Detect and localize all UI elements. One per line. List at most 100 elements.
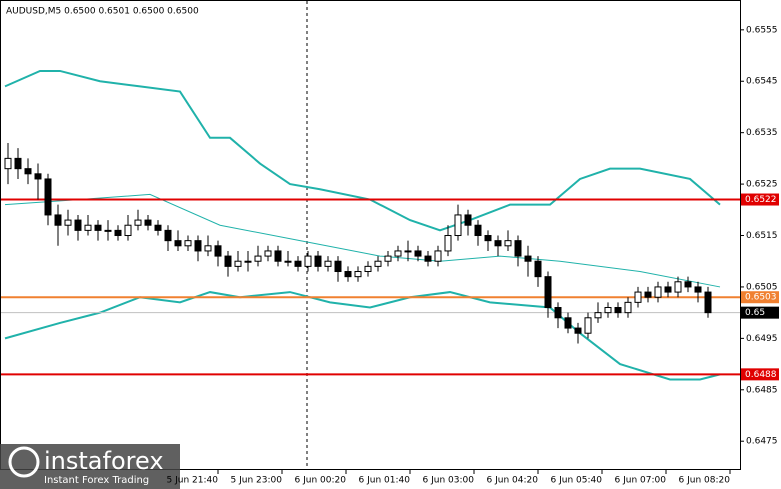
candle-body <box>304 255 312 267</box>
bollinger-band <box>4 193 721 288</box>
candle-body <box>174 240 182 247</box>
candle-body <box>14 157 22 170</box>
candle-body <box>654 286 662 298</box>
y-tick-label: 0.6515 <box>746 231 778 241</box>
candle-body <box>684 281 692 288</box>
candle-body <box>264 250 272 257</box>
candle-body <box>424 255 432 262</box>
x-tick-label: 6 Jun 05:40 <box>551 476 603 486</box>
candle-body <box>344 271 352 278</box>
price-level-tag <box>741 291 779 304</box>
y-tick-label: 0.6475 <box>746 437 778 447</box>
candle-body <box>84 224 92 231</box>
candle-body <box>44 178 52 216</box>
candle-body <box>384 255 392 262</box>
y-tick-label: 0.6525 <box>746 180 778 190</box>
x-tick-label: 6 Jun 07:00 <box>615 476 667 486</box>
candle-body <box>624 301 632 314</box>
candle-body <box>554 307 562 319</box>
candle-body <box>694 286 702 293</box>
candle-body <box>204 245 212 252</box>
candle-body <box>104 229 112 232</box>
candle-body <box>354 271 362 278</box>
candle-body <box>234 260 242 267</box>
price-level-label: 0.6503 <box>745 293 777 303</box>
candle-body <box>614 307 622 314</box>
y-tick-label: 0.6495 <box>746 334 778 344</box>
price-level-label: 0.6488 <box>745 370 777 380</box>
y-tick-label: 0.6485 <box>746 385 778 395</box>
candle-body <box>584 317 592 334</box>
watermark-bg <box>0 444 180 489</box>
candle-body <box>194 240 202 252</box>
candle-body <box>274 250 282 262</box>
candle-body <box>414 250 422 257</box>
candle-body <box>254 255 262 262</box>
candle-body <box>154 224 162 231</box>
candle-body <box>444 235 452 252</box>
candle-body <box>34 173 42 180</box>
candle-body <box>214 245 222 257</box>
watermark-subtitle: Instant Forex Trading <box>44 475 149 486</box>
candle-body <box>514 240 522 257</box>
watermark-text: instaforex <box>44 447 164 475</box>
candle-body <box>144 219 152 226</box>
candle-body <box>704 291 712 314</box>
candle-body <box>4 157 12 170</box>
price-level-tag <box>741 306 779 319</box>
y-tick-label: 0.6505 <box>746 282 778 292</box>
candle-body <box>604 307 612 314</box>
y-tick-label: 0.6555 <box>746 25 778 35</box>
candle-body <box>434 250 442 262</box>
price-level-tag <box>741 368 779 381</box>
y-tick-label: 0.6535 <box>746 128 778 138</box>
candle-body <box>404 250 412 253</box>
candle-body <box>494 240 502 247</box>
candle-body <box>374 260 382 267</box>
candle-body <box>114 229 122 237</box>
candle-body <box>474 224 482 237</box>
x-tick-label: 6 Jun 04:20 <box>487 476 539 486</box>
x-tick-label: 6 Jun 08:20 <box>679 476 731 486</box>
bollinger-band <box>4 69 721 232</box>
candle-body <box>164 229 172 242</box>
candle-body <box>594 312 602 319</box>
x-tick-label: 5 Jun 21:40 <box>167 476 219 486</box>
plot-frame <box>0 0 741 470</box>
candle-body <box>294 260 302 267</box>
x-tick-label: 6 Jun 03:00 <box>423 476 475 486</box>
candle-body <box>634 291 642 303</box>
candle-body <box>224 255 232 267</box>
candle-body <box>674 281 682 293</box>
watermark: instaforex Instant Forex Trading <box>0 444 180 489</box>
price-level-tag <box>741 193 779 206</box>
candle-body <box>134 219 142 226</box>
candle-body <box>544 276 552 309</box>
candle-body <box>664 286 672 293</box>
candle-body <box>324 260 332 267</box>
candle-body <box>314 255 322 267</box>
candle-body <box>74 219 82 231</box>
candle-body <box>574 327 582 334</box>
candle-body <box>64 219 72 226</box>
candle-body <box>124 224 132 237</box>
y-tick-label: 0.6545 <box>746 77 778 87</box>
candle-body <box>394 250 402 257</box>
candle-body <box>564 317 572 329</box>
candle-body <box>284 260 292 263</box>
candle-body <box>364 265 372 273</box>
candle-body <box>24 168 32 175</box>
watermark-logo <box>8 446 40 478</box>
candle-body <box>184 240 192 247</box>
price-level-label: 0.65 <box>745 308 765 318</box>
candle-body <box>504 240 512 247</box>
x-tick-label: 6 Jun 00:20 <box>295 476 347 486</box>
x-tick-label: 5 Jun 23:00 <box>231 476 283 486</box>
candle-body <box>54 214 62 226</box>
x-tick-label: 6 Jun 01:40 <box>359 476 411 486</box>
candle-body <box>484 235 492 242</box>
candle-body <box>334 260 342 273</box>
candle-body <box>524 255 532 262</box>
price-level-label: 0.6522 <box>745 195 777 205</box>
